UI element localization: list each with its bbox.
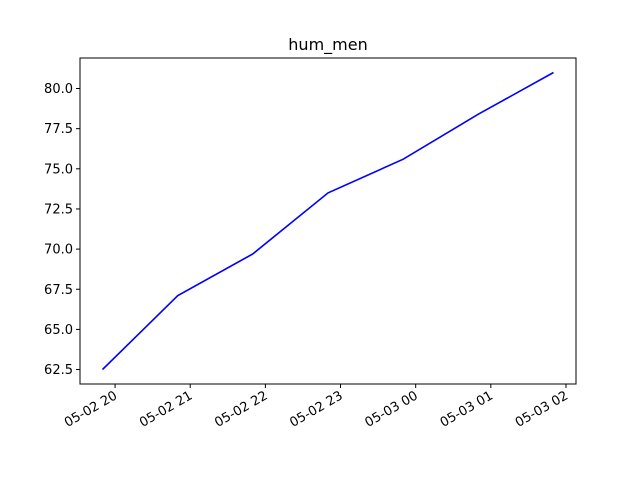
y-tick-label: 80.0 xyxy=(44,82,73,97)
x-axis: 05-02 20 05-02 21 05-02 22 05-02 23 05-03 00… xyxy=(62,384,571,431)
y-tick-label: 72.5 xyxy=(44,202,73,217)
plot-frame xyxy=(79,57,577,385)
x-tick-label: 05-02 22 xyxy=(212,388,270,430)
plot-area xyxy=(101,71,554,371)
x-tick-label: 05-03 02 xyxy=(513,388,571,430)
y-tick-label: 70.0 xyxy=(44,243,73,258)
y-tick-label: 77.5 xyxy=(44,122,73,137)
series-line xyxy=(101,71,554,371)
y-axis: 62.5 65.0 67.5 70.0 72.5 75.0 77.5 80.0 xyxy=(44,82,80,378)
y-tick-label: 62.5 xyxy=(44,363,73,378)
chart-title: hum_men xyxy=(288,35,367,55)
x-tick-label: 05-02 23 xyxy=(287,388,345,430)
x-tick-label: 05-03 00 xyxy=(363,388,421,430)
y-tick-label: 65.0 xyxy=(44,323,73,338)
x-tick-label: 05-02 20 xyxy=(62,388,120,430)
x-tick-label: 05-02 21 xyxy=(137,388,195,430)
y-tick-label: 67.5 xyxy=(44,283,73,298)
y-tick-label: 75.0 xyxy=(44,162,73,177)
x-tick-label: 05-03 01 xyxy=(438,388,496,430)
